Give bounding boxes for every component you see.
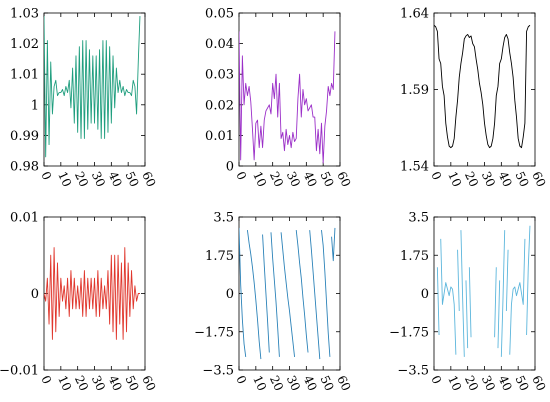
y-tick-label: 1.03 (10, 7, 39, 22)
series-line-1 (239, 31, 336, 164)
x-tick-label: 20 (462, 373, 481, 393)
y-tick-label: 1.54 (400, 160, 429, 175)
plot-frame (43, 216, 146, 371)
y-tick-label: 3.5 (213, 211, 234, 226)
x-tick-label: 60 (529, 373, 548, 393)
x-tick-label: 0 (38, 373, 54, 386)
x-tick-label: 30 (479, 373, 498, 393)
x-tick-label: 40 (496, 373, 515, 393)
x-tick-label: 20 (72, 169, 91, 189)
series-line-1 (434, 24, 531, 149)
x-tick-label: 10 (250, 373, 269, 393)
x-tick-label: 30 (284, 169, 303, 189)
plot-frame (433, 12, 536, 167)
x-tick-label: 50 (122, 373, 141, 393)
x-tick-label: 60 (334, 169, 353, 189)
y-tick-label: 0 (421, 287, 429, 302)
x-tick-label: 50 (122, 169, 141, 189)
x-tick-label: 10 (55, 373, 74, 393)
y-tick-label: 0.99 (10, 129, 39, 144)
x-tick-label: 50 (512, 169, 531, 189)
series-line-1 (239, 227, 336, 360)
x-tick-label: 50 (317, 373, 336, 393)
x-tick-label: 20 (267, 169, 286, 189)
x-tick-label: 20 (72, 373, 91, 393)
y-tick-label: 1.64 (400, 7, 429, 22)
x-tick-label: 0 (38, 169, 54, 182)
y-tick-label: 1.01 (10, 68, 39, 83)
plot-frame (238, 12, 341, 167)
x-tick-label: 10 (55, 169, 74, 189)
x-tick-label: 0 (428, 373, 444, 386)
y-tick-label: −3.5 (202, 364, 234, 379)
x-tick-label: 20 (462, 169, 481, 189)
y-tick-label: −0.01 (0, 364, 39, 379)
plot-frame (43, 12, 146, 167)
y-tick-label: 1.75 (205, 249, 234, 264)
y-tick-label: 0.01 (205, 129, 234, 144)
y-tick-label: 1.75 (400, 249, 429, 264)
y-tick-label: 0 (226, 160, 234, 175)
y-tick-label: −3.5 (397, 364, 429, 379)
y-tick-label: 0.05 (205, 7, 234, 22)
y-tick-label: −1.75 (194, 325, 234, 340)
x-tick-label: 40 (106, 169, 125, 189)
y-tick-label: −1.75 (389, 325, 429, 340)
y-tick-label: 0.98 (10, 160, 39, 175)
x-tick-label: 40 (301, 373, 320, 393)
series-line-1 (436, 225, 531, 357)
y-tick-label: 1.02 (10, 37, 39, 52)
x-tick-label: 0 (233, 373, 249, 386)
y-tick-label: 0.04 (205, 37, 234, 52)
plot-frame (238, 216, 341, 371)
y-tick-label: 0.02 (205, 98, 234, 113)
x-tick-label: 40 (496, 169, 515, 189)
y-tick-label: 0.03 (205, 68, 234, 83)
x-tick-label: 0 (233, 169, 249, 182)
x-tick-label: 0 (428, 169, 444, 182)
x-tick-label: 30 (479, 169, 498, 189)
y-tick-label: 0 (31, 287, 39, 302)
y-tick-label: 1 (31, 98, 39, 113)
x-tick-label: 30 (284, 373, 303, 393)
x-tick-label: 60 (139, 373, 158, 393)
x-tick-label: 40 (301, 169, 320, 189)
x-tick-label: 20 (267, 373, 286, 393)
x-tick-label: 50 (512, 373, 531, 393)
y-tick-label: 1.59 (400, 83, 429, 98)
series-line-1 (44, 16, 141, 158)
x-tick-label: 10 (250, 169, 269, 189)
x-tick-label: 10 (445, 169, 464, 189)
x-tick-label: 60 (334, 373, 353, 393)
y-tick-label: 0 (226, 287, 234, 302)
x-tick-label: 10 (445, 373, 464, 393)
y-tick-label: 3.5 (408, 211, 429, 226)
y-tick-label: 0.01 (10, 211, 39, 226)
x-tick-label: 30 (89, 373, 108, 393)
x-tick-label: 50 (317, 169, 336, 189)
x-tick-label: 40 (106, 373, 125, 393)
x-tick-label: 60 (139, 169, 158, 189)
x-tick-label: 60 (529, 169, 548, 189)
x-tick-label: 30 (89, 169, 108, 189)
series-line-1 (44, 247, 140, 340)
